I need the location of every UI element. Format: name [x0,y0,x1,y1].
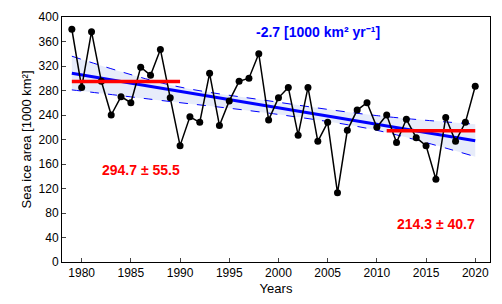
svg-text:1990: 1990 [167,266,194,280]
svg-text:280: 280 [39,84,59,98]
svg-text:2020: 2020 [462,266,489,280]
svg-text:160: 160 [39,157,59,171]
svg-text:1980: 1980 [68,266,95,280]
svg-text:2000: 2000 [265,266,292,280]
svg-text:240: 240 [39,108,59,122]
svg-text:-2.7 [1000 km² yr⁻¹]: -2.7 [1000 km² yr⁻¹] [256,24,380,40]
svg-text:120: 120 [39,182,59,196]
svg-text:Sea ice area [1000 km²]: Sea ice area [1000 km²] [19,70,34,208]
svg-text:360: 360 [39,35,59,49]
svg-text:2010: 2010 [363,266,390,280]
svg-text:200: 200 [39,133,59,147]
svg-text:Years: Years [260,281,293,296]
svg-text:2015: 2015 [413,266,440,280]
svg-text:400: 400 [39,10,59,24]
svg-text:40: 40 [45,231,59,245]
svg-text:320: 320 [39,59,59,73]
svg-text:2005: 2005 [314,266,341,280]
svg-text:80: 80 [45,206,59,220]
svg-text:214.3 ± 40.7: 214.3 ± 40.7 [397,216,475,232]
svg-text:0: 0 [52,255,59,269]
svg-text:1995: 1995 [216,266,243,280]
svg-text:1985: 1985 [118,266,145,280]
svg-text:294.7 ± 55.5: 294.7 ± 55.5 [102,162,180,178]
